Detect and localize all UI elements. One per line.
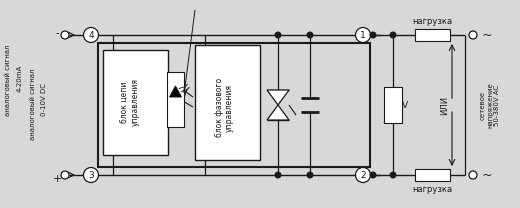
Circle shape (275, 32, 281, 38)
Circle shape (307, 32, 313, 38)
Bar (98, 43, 370, 167)
Circle shape (390, 32, 396, 38)
Text: +: + (53, 174, 62, 184)
Text: ИЛИ: ИЛИ (440, 95, 449, 115)
Text: сетевое
напряжение
50-380V AC: сетевое напряжение 50-380V AC (480, 82, 500, 128)
Polygon shape (170, 86, 181, 97)
Text: ~: ~ (482, 28, 492, 42)
Circle shape (469, 171, 477, 179)
Text: V: V (402, 100, 408, 109)
Text: 1: 1 (360, 31, 366, 40)
Circle shape (370, 32, 376, 38)
Circle shape (84, 167, 98, 182)
Text: аналоговый сигнал: аналоговый сигнал (30, 68, 36, 140)
Bar (415, 29, 450, 41)
Text: -: - (55, 28, 59, 38)
Text: нагрузка: нагрузка (412, 184, 452, 193)
Bar (195, 45, 260, 160)
Bar (167, 72, 184, 127)
Text: блок фазового
управления: блок фазового управления (215, 78, 234, 137)
Circle shape (469, 31, 477, 39)
Text: 0-10V DC: 0-10V DC (41, 83, 47, 116)
Circle shape (390, 172, 396, 178)
Circle shape (61, 31, 69, 39)
Bar (103, 50, 168, 155)
Circle shape (370, 172, 376, 178)
Circle shape (275, 172, 281, 178)
Text: 4-20mA: 4-20mA (17, 64, 23, 92)
Circle shape (61, 171, 69, 179)
Circle shape (84, 27, 98, 42)
Text: ~: ~ (482, 168, 492, 182)
Circle shape (307, 172, 313, 178)
Text: аналоговый сигнал: аналоговый сигнал (5, 44, 11, 116)
Polygon shape (267, 90, 289, 105)
Bar (415, 169, 450, 181)
Bar (384, 87, 402, 123)
Text: 3: 3 (88, 171, 94, 180)
Polygon shape (267, 105, 289, 120)
Circle shape (356, 27, 370, 42)
Text: блок цепи
управления: блок цепи управления (121, 78, 140, 126)
Text: нагрузка: нагрузка (412, 16, 452, 26)
Text: 2: 2 (360, 171, 366, 180)
Circle shape (356, 167, 370, 182)
Text: 4: 4 (88, 31, 94, 40)
